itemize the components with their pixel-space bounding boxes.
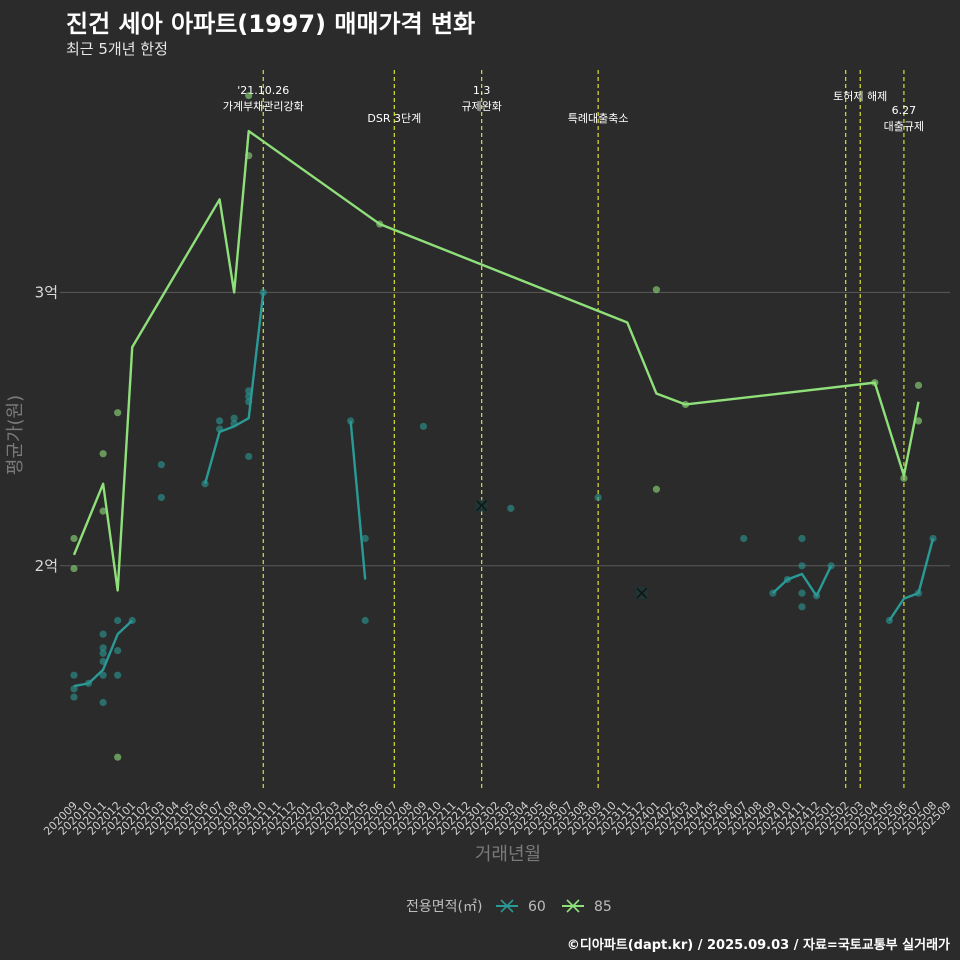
x-tick-labels: 2020092020102020112020122021012021022021… xyxy=(41,799,953,838)
policy-annotation: 특례대출축소 xyxy=(568,112,629,125)
data-point-60 xyxy=(361,534,369,543)
data-point-60 xyxy=(157,461,165,469)
data-point-60 xyxy=(798,603,806,611)
data-point-60 xyxy=(798,562,806,570)
data-point-85 xyxy=(70,534,78,543)
data-point-60 xyxy=(594,493,602,502)
chart-subtitle: 최근 5개년 한정 xyxy=(66,40,168,58)
data-point-85 xyxy=(70,564,78,573)
legend-x-60 xyxy=(500,899,514,913)
data-point-60 xyxy=(99,630,107,638)
series-line-60 xyxy=(888,538,935,622)
source-caption: ©디아파트(dapt.kr) / 2025.09.03 / 자료=국토교통부 실… xyxy=(566,938,950,953)
data-point-60 xyxy=(114,616,122,625)
x-axis-title: 거래년월 xyxy=(475,844,541,865)
legend-label-60: 60 xyxy=(528,899,546,915)
policy-annotation: 6.27 xyxy=(892,104,917,117)
data-point-85 xyxy=(114,409,122,417)
data-point-60 xyxy=(201,480,209,488)
data-point-60 xyxy=(99,649,107,657)
series-line-85 xyxy=(72,129,920,592)
policy-annotation: 규제완화 xyxy=(461,100,501,113)
data-point-60 xyxy=(230,414,238,422)
series-line-60 xyxy=(772,565,833,598)
data-point-85 xyxy=(114,753,122,761)
legend-label-85: 85 xyxy=(594,899,612,915)
data-point-60 xyxy=(99,698,107,707)
data-point-60 xyxy=(419,422,428,430)
y-axis-title: 평균가(원) xyxy=(5,395,26,475)
policy-annotation: '21.10.26 xyxy=(237,84,289,97)
policy-annotation: DSR 3단계 xyxy=(367,112,421,125)
series-line-60 xyxy=(73,619,134,688)
series-line-60 xyxy=(349,420,367,580)
data-point-85 xyxy=(99,450,107,458)
data-point-60 xyxy=(70,693,78,701)
policy-annotation: 토허제 해제 xyxy=(833,89,887,103)
policy-annotation: 대출규제 xyxy=(884,120,924,133)
series-layer xyxy=(70,91,937,761)
grid-lines xyxy=(60,291,950,567)
data-point-60 xyxy=(70,671,78,679)
legend: 전용면적(㎡) 60 85 xyxy=(406,899,612,915)
data-point-60 xyxy=(70,685,78,693)
data-point-85 xyxy=(914,381,923,389)
marker-x xyxy=(636,587,648,599)
data-point-85 xyxy=(914,417,923,425)
y-tick-labels: 2억 3억 xyxy=(35,283,58,574)
data-point-60 xyxy=(99,644,107,652)
legend-title: 전용면적(㎡) xyxy=(406,899,482,915)
policy-annotation: 가계부채관리강화 xyxy=(223,100,304,113)
data-point-60 xyxy=(114,671,122,679)
data-point-60 xyxy=(507,504,515,512)
policy-annotation: 1.3 xyxy=(473,84,491,97)
data-point-85 xyxy=(99,507,107,515)
data-point-60 xyxy=(99,671,107,679)
data-point-85 xyxy=(245,91,253,100)
series-line-60 xyxy=(203,292,265,485)
y-tick-label: 3억 xyxy=(35,283,58,301)
data-point-60 xyxy=(216,417,224,425)
y-tick-label: 2억 xyxy=(35,557,58,575)
data-point-85 xyxy=(900,474,908,482)
data-point-60 xyxy=(245,452,253,461)
data-point-60 xyxy=(361,616,369,625)
data-point-85 xyxy=(652,286,661,294)
data-point-85 xyxy=(652,485,661,493)
data-point-60 xyxy=(114,646,122,655)
data-point-60 xyxy=(157,493,165,502)
marker-x xyxy=(476,500,488,512)
chart-title: 진건 세아 아파트(1997) 매매가격 변화 xyxy=(66,10,476,38)
data-point-60 xyxy=(740,534,748,543)
data-point-60 xyxy=(798,534,806,543)
legend-x-85 xyxy=(566,899,580,913)
data-point-60 xyxy=(798,589,806,597)
